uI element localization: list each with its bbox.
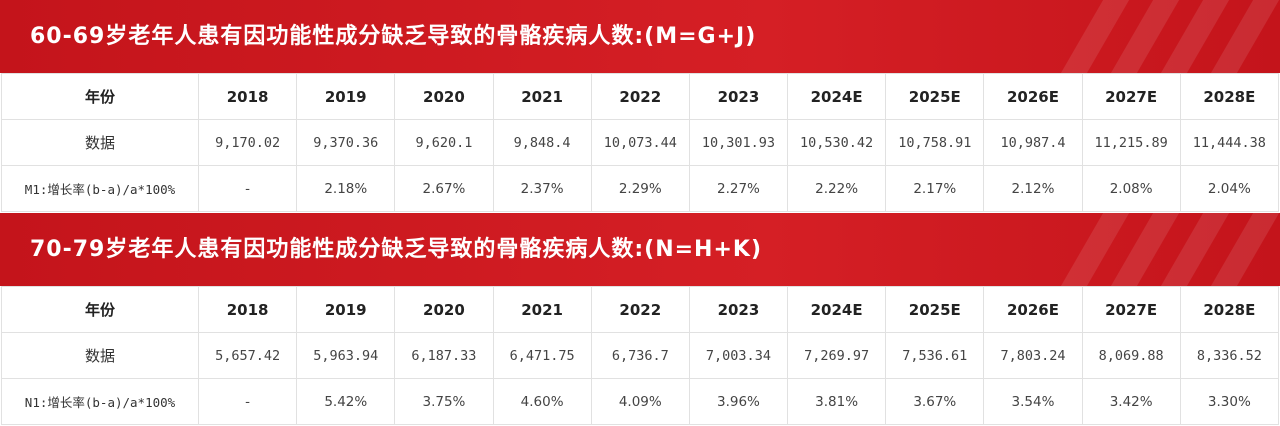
year-cell: 2026E bbox=[983, 73, 1083, 120]
year-cell: 2020 bbox=[394, 73, 494, 120]
rate-cell: 2.17% bbox=[885, 165, 985, 212]
rate-label-cell: M1:增长率(b-a)/a*100% bbox=[1, 165, 199, 212]
data-table: 年份 2018 2019 2020 2021 2022 2023 2024E 2025E 2026… bbox=[0, 73, 1280, 213]
value-cell: 6,471.75 bbox=[492, 332, 592, 379]
rate-cell: 3.30% bbox=[1179, 378, 1280, 425]
value-cell: 9,370.36 bbox=[296, 119, 396, 166]
value-cell: 10,758.91 bbox=[885, 119, 985, 166]
year-header-cell: 年份 bbox=[1, 73, 199, 120]
year-cell: 2022 bbox=[590, 73, 690, 120]
year-cell: 2019 bbox=[296, 73, 396, 120]
rate-cell: 3.67% bbox=[885, 378, 985, 425]
section-title: 70-79岁老年人患有因功能性成分缺乏导致的骨骼疾病人数:(N=H+K) bbox=[30, 237, 763, 262]
rate-cell: 3.75% bbox=[394, 378, 494, 425]
year-cell: 2022 bbox=[590, 286, 690, 333]
year-cell: 2027E bbox=[1081, 73, 1181, 120]
rate-cell: 3.42% bbox=[1081, 378, 1181, 425]
value-cell: 11,444.38 bbox=[1179, 119, 1280, 166]
rate-cell: 2.27% bbox=[688, 165, 789, 212]
year-cell: 2020 bbox=[394, 286, 494, 333]
rate-label-cell: N1:增长率(b-a)/a*100% bbox=[1, 378, 199, 425]
year-cell: 2027E bbox=[1081, 286, 1181, 333]
value-cell: 7,803.24 bbox=[983, 332, 1083, 379]
rate-cell: 2.04% bbox=[1179, 165, 1280, 212]
rate-cell: 2.22% bbox=[787, 165, 887, 212]
rate-cell: - bbox=[197, 165, 298, 212]
rate-cell: 3.81% bbox=[787, 378, 887, 425]
value-cell: 11,215.89 bbox=[1081, 119, 1181, 166]
year-cell: 2028E bbox=[1179, 73, 1280, 120]
section-70-79: 70-79岁老年人患有因功能性成分缺乏导致的骨骼疾病人数:(N=H+K) 年份 2… bbox=[0, 213, 1280, 426]
year-cell: 2018 bbox=[197, 73, 298, 120]
year-cell: 2021 bbox=[492, 73, 592, 120]
year-header-cell: 年份 bbox=[1, 286, 199, 333]
value-cell: 9,620.1 bbox=[394, 119, 494, 166]
data-label-cell: 数据 bbox=[1, 119, 199, 166]
year-cell: 2025E bbox=[885, 73, 985, 120]
rate-cell: - bbox=[197, 378, 298, 425]
year-cell: 2025E bbox=[885, 286, 985, 333]
rate-cell: 2.67% bbox=[394, 165, 494, 212]
section-60-69: 60-69岁老年人患有因功能性成分缺乏导致的骨骼疾病人数:(M=G+J) 年份 2… bbox=[0, 0, 1280, 213]
year-cell: 2024E bbox=[787, 286, 887, 333]
value-cell: 10,301.93 bbox=[688, 119, 789, 166]
value-cell: 10,987.4 bbox=[983, 119, 1083, 166]
value-cell: 7,003.34 bbox=[688, 332, 789, 379]
value-cell: 9,170.02 bbox=[197, 119, 298, 166]
rate-cell: 2.08% bbox=[1081, 165, 1181, 212]
data-table: 年份 2018 2019 2020 2021 2022 2023 2024E 2025E 2026… bbox=[0, 286, 1280, 426]
rate-cell: 2.12% bbox=[983, 165, 1083, 212]
year-cell: 2019 bbox=[296, 286, 396, 333]
value-cell: 7,536.61 bbox=[885, 332, 985, 379]
rate-cell: 3.96% bbox=[688, 378, 789, 425]
value-cell: 10,073.44 bbox=[590, 119, 690, 166]
value-cell: 7,269.97 bbox=[787, 332, 887, 379]
section-title: 60-69岁老年人患有因功能性成分缺乏导致的骨骼疾病人数:(M=G+J) bbox=[30, 24, 757, 49]
rate-cell: 5.42% bbox=[296, 378, 396, 425]
rate-cell: 4.60% bbox=[492, 378, 592, 425]
year-cell: 2023 bbox=[688, 73, 789, 120]
year-cell: 2023 bbox=[688, 286, 789, 333]
growth-rate-row: N1:增长率(b-a)/a*100% -5.42% 3.75% 4.60% 4.09% 3… bbox=[1, 378, 1280, 425]
rate-cell: 2.29% bbox=[590, 165, 690, 212]
rate-cell: 3.54% bbox=[983, 378, 1083, 425]
value-cell: 10,530.42 bbox=[787, 119, 887, 166]
value-cell: 5,657.42 bbox=[197, 332, 298, 379]
value-cell: 6,736.7 bbox=[590, 332, 690, 379]
year-header-row: 年份 2018 2019 2020 2021 2022 2023 2024E 2025E 2026… bbox=[1, 73, 1280, 120]
year-cell: 2018 bbox=[197, 286, 298, 333]
year-cell: 2024E bbox=[787, 73, 887, 120]
values-row: 数据 5,657.42 5,963.94 6,187.33 6,471.75 6,736.… bbox=[1, 332, 1280, 379]
value-cell: 5,963.94 bbox=[296, 332, 396, 379]
rate-cell: 2.18% bbox=[296, 165, 396, 212]
year-cell: 2026E bbox=[983, 286, 1083, 333]
section-banner: 70-79岁老年人患有因功能性成分缺乏导致的骨骼疾病人数:(N=H+K) bbox=[0, 213, 1280, 286]
value-cell: 8,069.88 bbox=[1081, 332, 1181, 379]
growth-rate-row: M1:增长率(b-a)/a*100% -2.18% 2.67% 2.37% 2.29% 2… bbox=[1, 165, 1280, 212]
section-banner: 60-69岁老年人患有因功能性成分缺乏导致的骨骼疾病人数:(M=G+J) bbox=[0, 0, 1280, 73]
year-cell: 2028E bbox=[1179, 286, 1280, 333]
rate-cell: 4.09% bbox=[590, 378, 690, 425]
value-cell: 9,848.4 bbox=[492, 119, 592, 166]
value-cell: 8,336.52 bbox=[1179, 332, 1280, 379]
value-cell: 6,187.33 bbox=[394, 332, 494, 379]
data-label-cell: 数据 bbox=[1, 332, 199, 379]
values-row: 数据 9,170.02 9,370.36 9,620.1 9,848.4 10,073.4… bbox=[1, 119, 1280, 166]
year-header-row: 年份 2018 2019 2020 2021 2022 2023 2024E 2025E 2026… bbox=[1, 286, 1280, 333]
rate-cell: 2.37% bbox=[492, 165, 592, 212]
year-cell: 2021 bbox=[492, 286, 592, 333]
